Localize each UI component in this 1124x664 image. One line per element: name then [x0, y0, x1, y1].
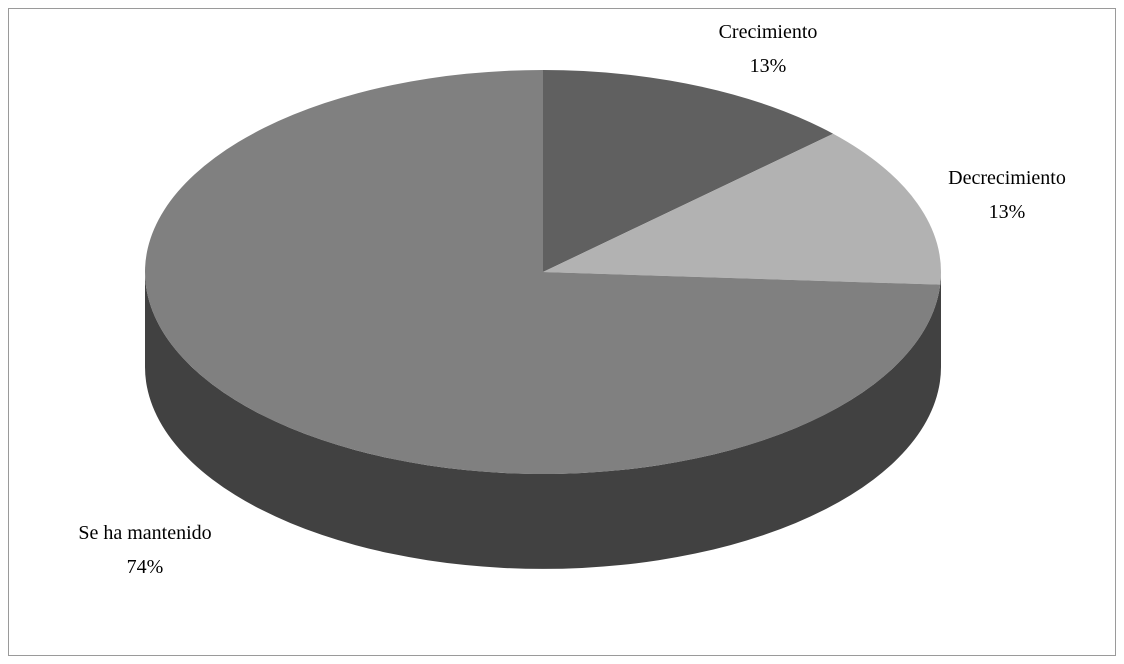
- label-decrecimiento-value: 13%: [989, 201, 1026, 223]
- slice-decrecimiento: [543, 133, 942, 285]
- pie-labels-layer: Crecimiento 13% Decrecimiento 13% Se ha mant…: [78, 21, 1066, 578]
- label-crecimiento-name: Crecimiento: [719, 21, 818, 43]
- label-se-ha-mantenido-value: 74%: [127, 556, 164, 578]
- slice-se-ha-mantenido: [144, 70, 941, 474]
- pie-side-layer: [145, 272, 941, 569]
- slice-crecimiento: [543, 70, 834, 272]
- label-se-ha-mantenido-name: Se ha mantenido: [78, 522, 211, 544]
- label-crecimiento-value: 13%: [750, 55, 787, 77]
- pie-side-wall: [145, 272, 941, 569]
- pie-top-layer: [144, 70, 942, 474]
- label-decrecimiento-name: Decrecimiento: [948, 167, 1066, 189]
